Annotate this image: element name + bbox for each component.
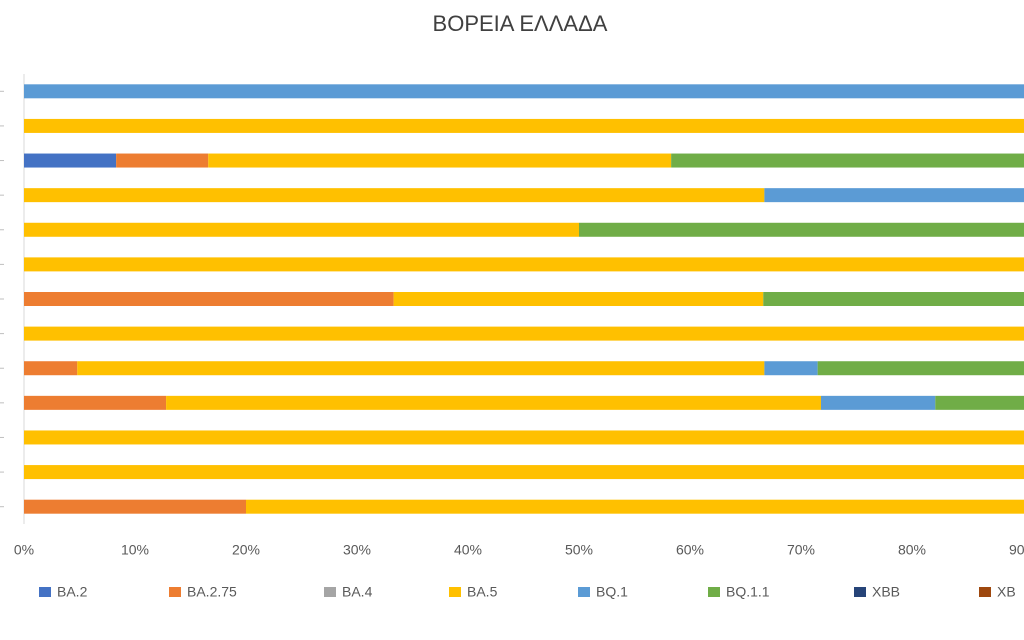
bar-segment: [24, 257, 1024, 272]
legend-label: XB: [997, 584, 1016, 600]
bar-segment: [24, 361, 78, 376]
bar-segment: [820, 395, 936, 410]
legend-label: BA.2.75: [187, 584, 237, 600]
legend-label: BA.5: [467, 584, 498, 600]
bar-segment: [77, 361, 765, 376]
x-tick-label: 60%: [676, 542, 704, 558]
bar-segment: [817, 361, 1024, 376]
bar-segment: [166, 395, 821, 410]
legend-swatch: [449, 587, 461, 597]
x-tick-label: 50%: [565, 542, 593, 558]
bar-segment: [763, 292, 1024, 306]
legend-label: BQ.1: [596, 584, 628, 600]
bar-segment: [764, 361, 818, 376]
legend-label: BA.2: [57, 584, 88, 600]
bar-segment: [24, 499, 246, 514]
legend-label: BA.4: [342, 584, 373, 600]
bar-segment: [24, 292, 394, 306]
bar-segment: [24, 326, 1024, 341]
legend-swatch: [854, 587, 866, 597]
legend-swatch: [39, 587, 51, 597]
x-tick-label: 70%: [787, 542, 815, 558]
bar-segment: [24, 430, 1024, 445]
legend-swatch: [578, 587, 590, 597]
x-tick-label: 30%: [343, 542, 371, 558]
legend-label: XBB: [872, 584, 900, 600]
bar-segment: [579, 222, 1024, 237]
legend-swatch: [708, 587, 720, 597]
legend-swatch: [169, 587, 181, 597]
chart-title: ΒΟΡΕΙΑ ΕΛΛΑΔΑ: [433, 11, 608, 36]
bar-segment: [24, 118, 1024, 133]
bar-segment: [24, 465, 1024, 480]
bar-segment: [24, 222, 579, 237]
bar-segment: [764, 188, 1024, 203]
x-tick-label: 90%: [1009, 542, 1024, 558]
x-tick-label: 20%: [232, 542, 260, 558]
legend-swatch: [979, 587, 991, 597]
x-tick-label: 0%: [14, 542, 34, 558]
legend-swatch: [324, 587, 336, 597]
bar-segment: [116, 153, 209, 168]
bar-segment: [24, 153, 117, 168]
x-tick-label: 10%: [121, 542, 149, 558]
bar-segment: [24, 84, 1024, 99]
bar-segment: [935, 395, 1024, 410]
bar-segment: [208, 153, 672, 168]
bar-segment: [24, 188, 765, 203]
x-tick-label: 80%: [898, 542, 926, 558]
bar-segment: [393, 292, 764, 306]
bar-segment: [671, 153, 1024, 168]
legend-label: BQ.1.1: [726, 584, 770, 600]
bar-segment: [246, 499, 1024, 514]
x-tick-label: 40%: [454, 542, 482, 558]
bar-segment: [24, 395, 167, 410]
